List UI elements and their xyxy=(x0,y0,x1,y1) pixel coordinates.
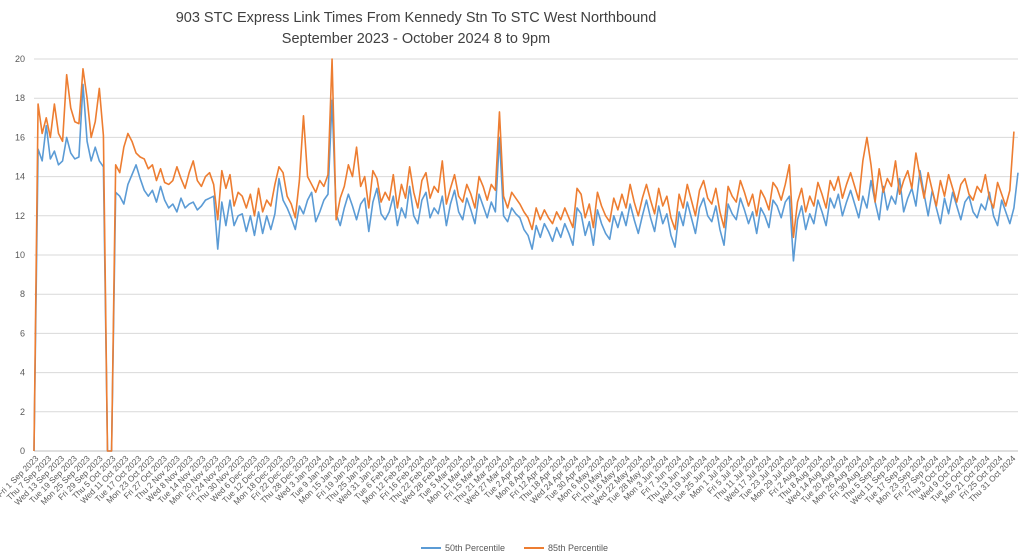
legend-swatch-85th xyxy=(524,547,544,549)
y-tick-label: 6 xyxy=(20,328,25,338)
y-tick-label: 10 xyxy=(15,250,25,260)
y-tick-label: 18 xyxy=(15,93,25,103)
series-lines xyxy=(33,58,1019,452)
legend-item-50th: 50th Percentile xyxy=(421,543,505,553)
chart-title: 903 STC Express Link Times From Kennedy … xyxy=(160,8,672,50)
legend-label-50th: 50th Percentile xyxy=(445,543,506,553)
y-tick-label: 2 xyxy=(20,407,25,417)
legend-label-85th: 85th Percentile xyxy=(548,543,609,553)
y-axis-ticks: 0 2 4 6 8 10 12 14 16 18 20 xyxy=(15,54,25,456)
chart-subtitle: September 2023 - October 2024 8 to 9pm xyxy=(281,31,551,47)
y-tick-label: 4 xyxy=(20,368,25,378)
chart-title-line1: 903 STC Express Link Times From Kennedy … xyxy=(175,10,657,26)
legend-swatch-50th xyxy=(421,547,441,549)
y-tick-label: 8 xyxy=(20,289,25,299)
y-tick-label: 12 xyxy=(15,211,25,221)
series-line-85th-percentile xyxy=(33,58,1015,452)
gridlines xyxy=(34,58,1018,452)
y-tick-label: 16 xyxy=(15,132,25,142)
y-tick-label: 20 xyxy=(15,54,25,64)
y-tick-label: 0 xyxy=(20,446,25,456)
series-line-50th-percentile xyxy=(33,83,1019,452)
chart-legend: 50th Percentile 85th Percentile xyxy=(0,543,1024,557)
y-tick-label: 14 xyxy=(15,172,25,182)
legend-item-85th: 85th Percentile xyxy=(524,543,608,553)
